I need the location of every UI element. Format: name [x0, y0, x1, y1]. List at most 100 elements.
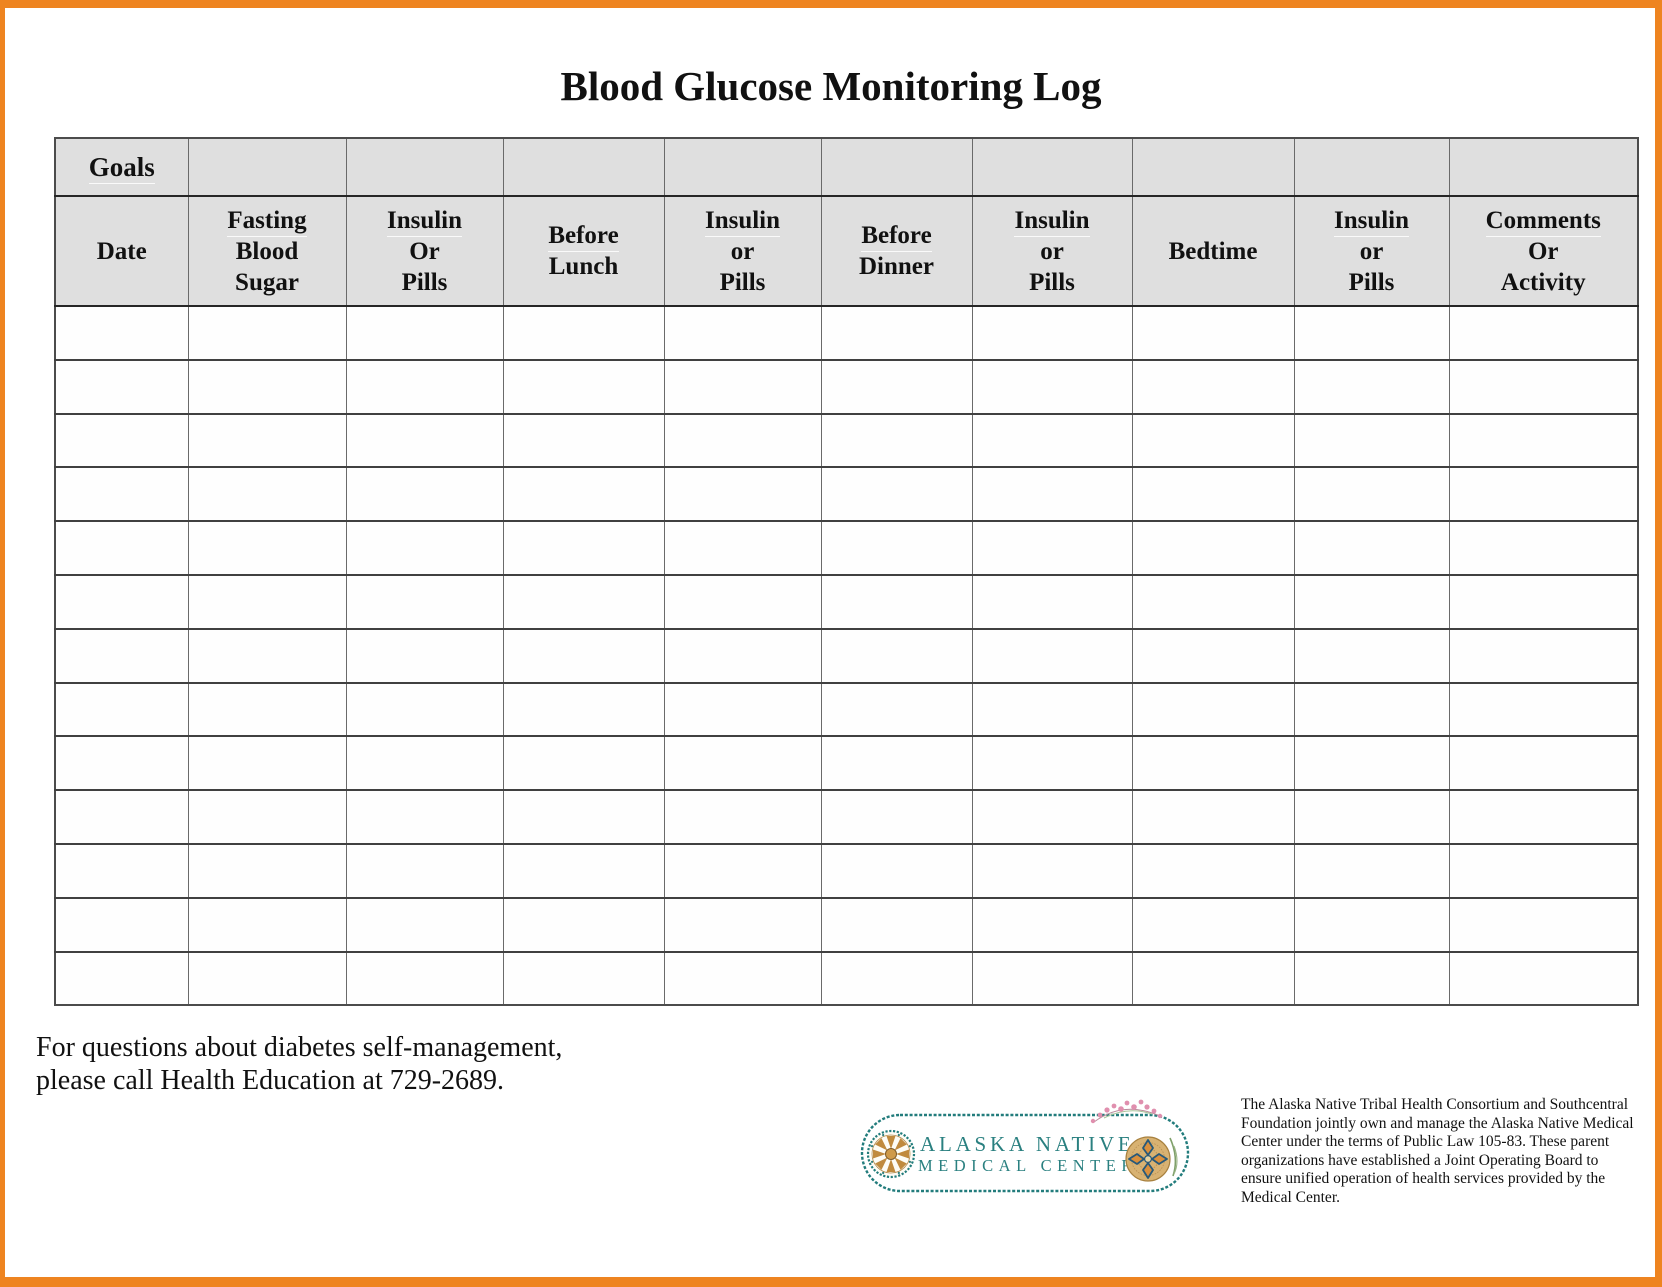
- column-header-row: Date Fasting Blood Sugar Insulin Or Pills Befor…: [54, 196, 1639, 307]
- log-entry-cell: [663, 413, 822, 469]
- log-entry-cell: [54, 736, 189, 792]
- log-entry-cell: [187, 682, 347, 738]
- goals-empty-cell: [663, 138, 822, 197]
- log-entry-cell: [663, 467, 822, 523]
- log-entry-cell: [1293, 790, 1450, 845]
- log-entry-cell: [663, 574, 822, 630]
- log-entry-cell: [820, 897, 973, 953]
- log-entry-cell: [54, 521, 189, 576]
- goals-empty-cell: [187, 138, 347, 197]
- log-entry-cell: [502, 790, 665, 845]
- log-entry-cell: [971, 682, 1133, 738]
- log-entry-cell: [1131, 467, 1295, 523]
- log-entry-cell: [971, 628, 1133, 684]
- log-entry-cell: [820, 951, 973, 1006]
- contact-line-2: please call Health Education at 729-2689…: [36, 1065, 505, 1096]
- log-entry-cell: [1131, 897, 1295, 953]
- log-entry-cell: [820, 306, 973, 361]
- log-entry-cell: [971, 951, 1133, 1006]
- log-entry-cell: [1293, 682, 1450, 738]
- log-entry-cell: [1448, 951, 1639, 1006]
- log-entry-cell: [1448, 790, 1639, 845]
- log-entry-cell: [820, 682, 973, 738]
- log-entry-cell: [345, 897, 504, 953]
- log-entry-cell: [1448, 359, 1639, 415]
- log-entry-cell: [502, 359, 665, 415]
- log-entry-cell: [187, 306, 347, 361]
- log-entry-cell: [663, 521, 822, 576]
- logo-fireweed-flowers-icon: [1090, 1099, 1178, 1177]
- log-entry-cell: [1293, 897, 1450, 953]
- column-header-cell: Insulin or Pills: [1293, 196, 1450, 307]
- logo-sun-emblem-icon: [866, 1129, 916, 1179]
- log-entry-cell: [820, 790, 973, 845]
- log-entry-cell: [54, 951, 189, 1006]
- log-entry-cell: [502, 521, 665, 576]
- log-entry-cell: [1131, 359, 1295, 415]
- log-entry-cell: [1448, 413, 1639, 469]
- log-entry-cell: [1293, 521, 1450, 576]
- goals-empty-cell: [971, 138, 1133, 197]
- log-entry-cell: [187, 467, 347, 523]
- log-entry-cell: [1293, 413, 1450, 469]
- column-header-cell: Comments Or Activity: [1448, 196, 1639, 307]
- log-entry-cell: [1131, 682, 1295, 738]
- log-entry-cell: [345, 359, 504, 415]
- log-entry-cell: [1448, 467, 1639, 523]
- log-entry-cell: [54, 574, 189, 630]
- log-entry-row: [54, 736, 1639, 792]
- log-entry-row: [54, 951, 1639, 1006]
- log-entry-cell: [663, 843, 822, 899]
- column-header-cell: Bedtime: [1131, 196, 1295, 307]
- log-entry-cell: [345, 306, 504, 361]
- log-entry-cell: [1293, 574, 1450, 630]
- log-entry-cell: [345, 790, 504, 845]
- alaska-native-medical-center-logo: ALASKA NATIVE MEDICAL CENTER: [856, 1094, 1196, 1196]
- log-entry-cell: [1448, 306, 1639, 361]
- log-entry-row: [54, 467, 1639, 523]
- log-entry-row: [54, 521, 1639, 576]
- column-header-cell: Insulin or Pills: [663, 196, 822, 307]
- log-entry-cell: [971, 467, 1133, 523]
- log-entry-cell: [54, 359, 189, 415]
- log-entry-cell: [1293, 951, 1450, 1006]
- log-entry-cell: [971, 574, 1133, 630]
- log-entry-cell: [663, 628, 822, 684]
- column-header-cell: Fasting Blood Sugar: [187, 196, 347, 307]
- log-entry-cell: [345, 951, 504, 1006]
- log-entry-cell: [663, 897, 822, 953]
- goals-empty-cell: [345, 138, 504, 197]
- goals-label-cell: Goals: [54, 138, 189, 197]
- log-entry-cell: [971, 843, 1133, 899]
- log-entry-cell: [1131, 413, 1295, 469]
- log-entry-cell: [502, 843, 665, 899]
- log-entry-cell: [1448, 574, 1639, 630]
- log-entry-cell: [1293, 306, 1450, 361]
- log-entry-cell: [1293, 467, 1450, 523]
- log-entry-cell: [820, 574, 973, 630]
- goals-empty-cell: [1448, 138, 1639, 197]
- goals-empty-cell: [502, 138, 665, 197]
- log-entry-cell: [971, 413, 1133, 469]
- ownership-disclaimer: The Alaska Native Tribal Health Consorti…: [1241, 1096, 1634, 1206]
- log-entry-cell: [502, 467, 665, 523]
- log-entry-cell: [54, 897, 189, 953]
- log-entry-cell: [820, 467, 973, 523]
- log-entry-cell: [502, 682, 665, 738]
- log-entry-cell: [1131, 790, 1295, 845]
- log-entry-cell: [1131, 306, 1295, 361]
- logo-pill-border: [860, 1113, 1190, 1193]
- log-entry-cell: [820, 628, 973, 684]
- log-entry-cell: [663, 682, 822, 738]
- log-entry-cell: [54, 843, 189, 899]
- log-entry-cell: [1131, 521, 1295, 576]
- log-entry-cell: [1131, 574, 1295, 630]
- log-entry-cell: [187, 897, 347, 953]
- log-entry-cell: [820, 521, 973, 576]
- log-entry-cell: [502, 574, 665, 630]
- log-entry-cell: [971, 306, 1133, 361]
- page-title: Blood Glucose Monitoring Log: [560, 63, 1102, 109]
- log-entry-cell: [502, 951, 665, 1006]
- log-entry-cell: [502, 413, 665, 469]
- log-entry-cell: [1448, 843, 1639, 899]
